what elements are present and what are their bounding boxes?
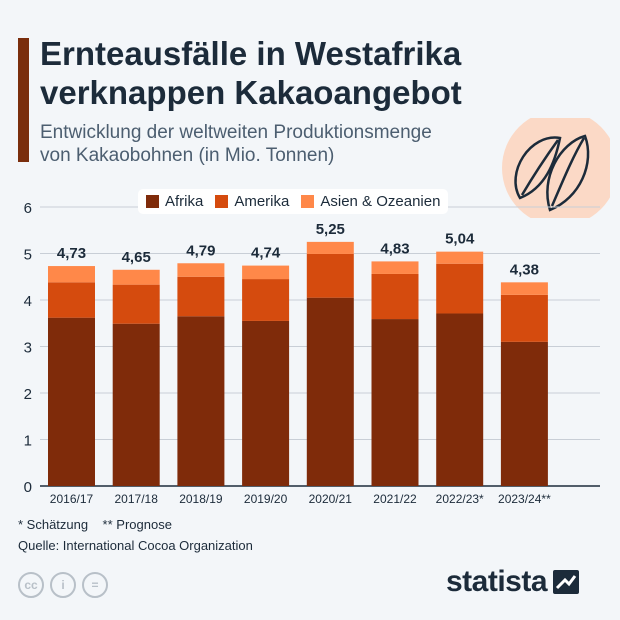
x-tick-label: 2019/20 xyxy=(244,492,288,506)
x-tick-label: 2018/19 xyxy=(179,492,223,506)
y-tick-label: 1 xyxy=(24,433,32,450)
bar-segment xyxy=(306,297,354,486)
bar-segment xyxy=(48,317,95,486)
y-tick-label: 5 xyxy=(24,247,32,264)
legend-label: Afrika xyxy=(165,193,204,210)
cc-icon[interactable]: cc xyxy=(18,572,44,598)
legend-item: Amerika xyxy=(215,193,289,210)
accent-bar xyxy=(18,38,29,162)
x-tick-label: 2020/21 xyxy=(309,492,353,506)
person-icon[interactable]: i xyxy=(50,572,76,598)
bar-segment xyxy=(436,313,484,486)
bar-segment xyxy=(306,241,354,254)
bar-segment xyxy=(48,282,95,318)
y-tick-label: 3 xyxy=(24,340,32,357)
subtitle-line: Entwicklung der weltweiten Produktionsme… xyxy=(40,122,432,143)
y-tick-label: 4 xyxy=(24,293,32,310)
bar-segment xyxy=(500,294,548,342)
subtitle-line: von Kakaobohnen (in Mio. Tonnen) xyxy=(40,145,335,166)
bar-segment xyxy=(500,341,548,486)
bar-segment xyxy=(436,251,484,264)
total-label: 4,65 xyxy=(122,249,151,266)
bar-segment xyxy=(371,319,419,486)
total-label: 5,04 xyxy=(445,231,475,248)
legend-swatch xyxy=(215,195,229,208)
bar-segment xyxy=(112,269,160,285)
bar-segment xyxy=(500,282,548,295)
legend-swatch xyxy=(146,195,159,208)
legend: Afrika Amerika Asien & Ozeanien xyxy=(138,189,449,214)
bar-segment xyxy=(112,284,160,324)
legend-item: Afrika xyxy=(146,193,203,210)
footnote: * Schätzung ** Prognose xyxy=(18,517,172,532)
page-title: Ernteausfälle in Westafrika verknappen K… xyxy=(40,35,462,111)
total-label: 4,83 xyxy=(380,240,409,257)
total-label: 4,74 xyxy=(251,245,281,262)
statista-logo[interactable]: statista xyxy=(446,565,580,599)
legend-label: Amerika xyxy=(234,193,290,210)
bar-segment xyxy=(177,263,225,277)
total-label: 5,25 xyxy=(316,221,345,238)
x-tick-label: 2022/23* xyxy=(436,492,484,506)
subtitle: Entwicklung der weltweiten Produktionsme… xyxy=(40,121,432,167)
legend-swatch xyxy=(301,195,315,208)
y-tick-label: 0 xyxy=(24,479,32,496)
bar-segment xyxy=(436,263,484,314)
bar-segment xyxy=(177,276,225,317)
x-tick-label: 2023/24** xyxy=(498,492,551,506)
y-tick-label: 2 xyxy=(24,386,32,403)
cocoa-pod-icon xyxy=(502,118,610,218)
x-tick-label: 2016/17 xyxy=(50,492,94,506)
x-tick-label: 2017/18 xyxy=(115,492,159,506)
bar-segment xyxy=(371,261,419,274)
legend-item: Asien & Ozeanien xyxy=(301,193,440,210)
bar-segment xyxy=(371,273,419,320)
statista-logo-icon xyxy=(553,570,580,594)
bar-segment xyxy=(242,279,290,321)
bar-segment xyxy=(48,266,95,283)
total-label: 4,38 xyxy=(510,261,539,278)
stacked-bar-chart: 0 1 2 3 4 5 6 4,73 2016/17 4,65 2017/18 4,79 2018/19… xyxy=(24,200,600,506)
bar-segment xyxy=(242,320,290,486)
bar-segment xyxy=(242,265,290,280)
bar-segment xyxy=(112,323,160,486)
source: Quelle: International Cocoa Organization xyxy=(18,538,253,553)
bar-segment xyxy=(177,316,225,486)
brand-text: statista xyxy=(446,565,548,598)
total-label: 4,73 xyxy=(57,245,86,262)
legend-label: Asien & Ozeanien xyxy=(320,193,441,210)
x-tick-label: 2021/22 xyxy=(373,492,417,506)
license-icons: cc i = xyxy=(18,572,108,598)
y-tick-label: 6 xyxy=(24,200,32,217)
total-label: 4,79 xyxy=(186,242,215,259)
bar-segment xyxy=(306,253,354,298)
equals-icon[interactable]: = xyxy=(82,572,108,598)
